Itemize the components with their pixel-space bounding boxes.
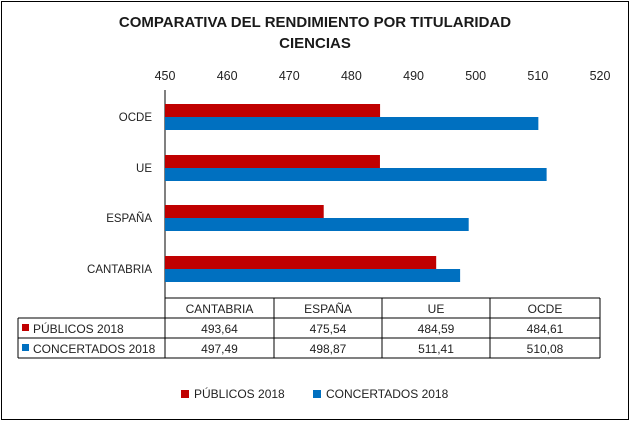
bar-concertados-españa — [165, 218, 469, 231]
table-legend-key-0 — [22, 324, 29, 331]
x-tick-label-480: 480 — [341, 69, 362, 83]
x-tick-label-490: 490 — [403, 69, 424, 83]
x-tick-label-460: 460 — [217, 69, 238, 83]
chart-title: COMPARATIVA DEL RENDIMIENTO POR TITULARI… — [118, 14, 512, 31]
category-label-ocde: OCDE — [119, 112, 153, 124]
table-cell: 497,49 — [201, 342, 238, 356]
legend-key-concertados — [313, 390, 321, 398]
table-cell: 511,41 — [418, 342, 454, 356]
table-cell: 493,64 — [201, 322, 238, 336]
table-row-label-0: PÚBLICOS 2018 — [33, 321, 124, 336]
table-row-label-1: CONCERTADOS 2018 — [33, 342, 156, 356]
category-label-cantabria: CANTABRIA — [87, 264, 152, 276]
bar-concertados-ocde — [165, 117, 539, 130]
table-cell: 498,87 — [310, 342, 347, 356]
bar-publicos-ocde — [165, 104, 381, 117]
table-legend-key-1 — [22, 344, 29, 351]
bar-publicos-españa — [165, 205, 324, 218]
table-cell: 475,54 — [310, 322, 347, 336]
table-header-cantabria: CANTABRIA — [186, 302, 254, 316]
bar-concertados-cantabria — [165, 269, 461, 282]
category-label-ue: UE — [136, 163, 152, 175]
x-tick-label-510: 510 — [527, 69, 548, 83]
x-tick-label-500: 500 — [465, 69, 486, 83]
chart-subtitle: CIENCIAS — [279, 35, 351, 52]
legend-label-concertados: CONCERTADOS 2018 — [326, 387, 449, 401]
bar-publicos-ue — [165, 155, 380, 168]
legend-label-publicos: PÚBLICOS 2018 — [194, 386, 285, 401]
table-cell: 510,08 — [527, 342, 564, 356]
table-cell: 484,59 — [418, 322, 455, 336]
table-header-ue: UE — [428, 302, 445, 316]
category-label-españa: ESPAÑA — [106, 212, 152, 225]
bar-publicos-cantabria — [165, 256, 437, 269]
table-header-españa: ESPAÑA — [304, 302, 352, 316]
bar-concertados-ue — [165, 168, 547, 181]
table-cell: 484,61 — [527, 322, 564, 336]
table-header-ocde: OCDE — [528, 302, 563, 316]
x-tick-label-520: 520 — [590, 69, 611, 83]
legend-key-publicos — [181, 390, 189, 398]
x-tick-label-450: 450 — [155, 69, 176, 83]
x-tick-label-470: 470 — [279, 69, 300, 83]
